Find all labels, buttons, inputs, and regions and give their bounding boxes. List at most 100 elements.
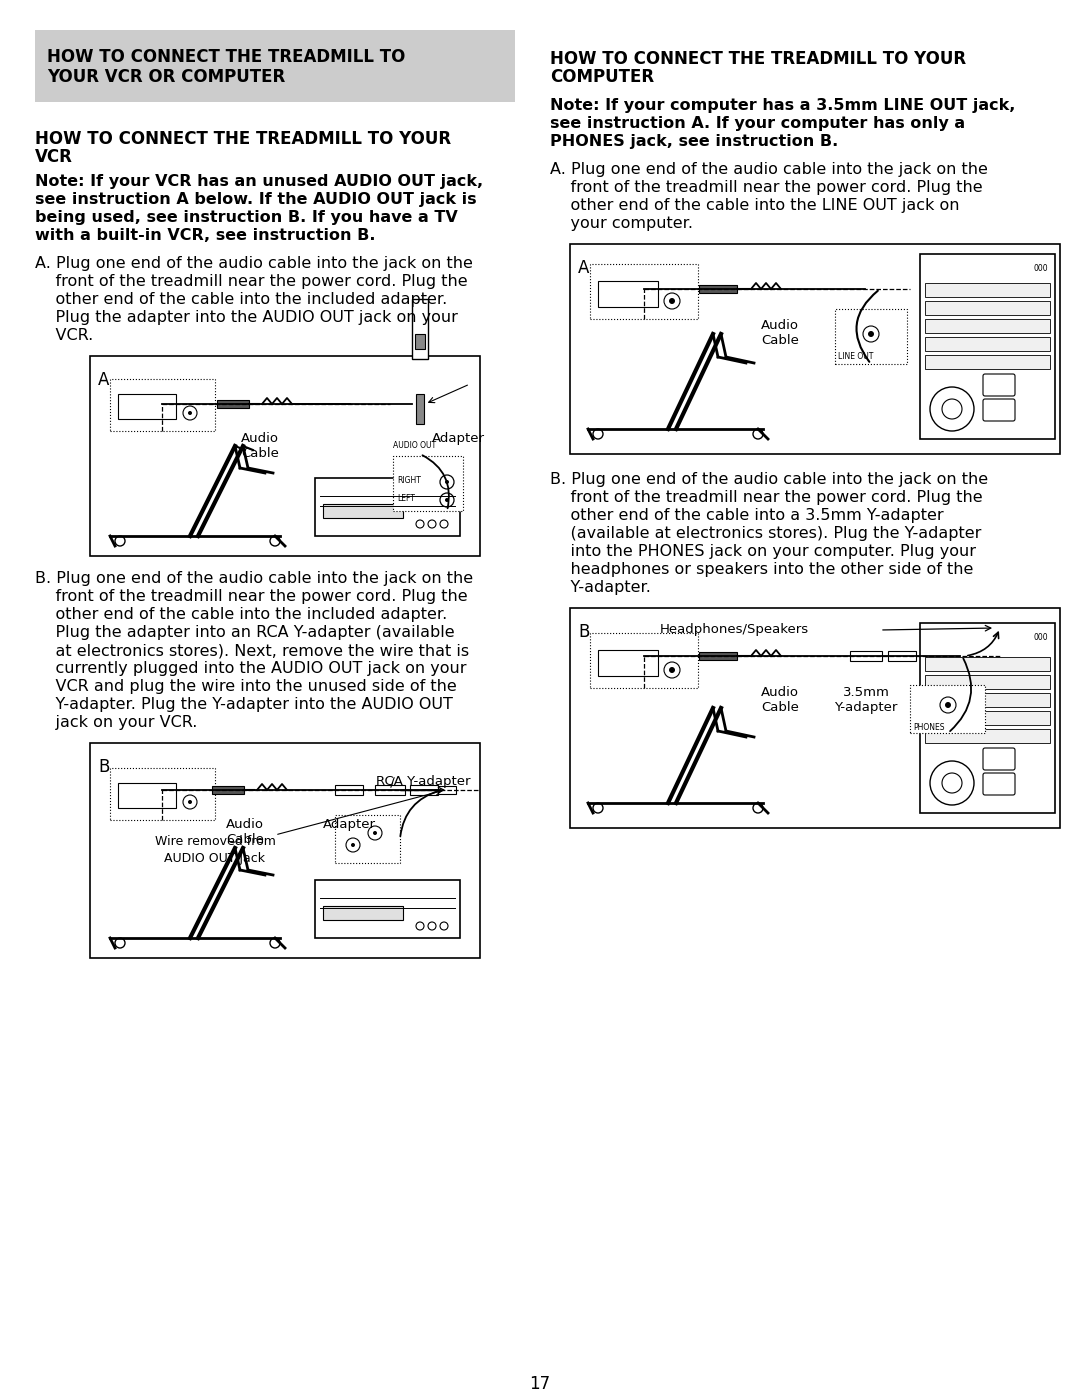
Text: Audio
Cable: Audio Cable — [226, 819, 264, 847]
Text: AUDIO OUT: AUDIO OUT — [393, 441, 436, 450]
Bar — [323, 907, 403, 921]
Text: Note: If your VCR has an unused AUDIO OUT jack,: Note: If your VCR has an unused AUDIO OU… — [35, 175, 483, 189]
Circle shape — [440, 520, 448, 528]
Bar — [924, 284, 1050, 298]
Circle shape — [114, 536, 125, 546]
Text: HOW TO CONNECT THE TREADMILL TO YOUR: HOW TO CONNECT THE TREADMILL TO YOUR — [550, 50, 967, 68]
FancyBboxPatch shape — [983, 400, 1015, 420]
Text: headphones or speakers into the other side of the: headphones or speakers into the other si… — [550, 562, 973, 577]
Text: Audio
Cable: Audio Cable — [761, 686, 799, 714]
Bar — [835, 309, 907, 365]
Text: front of the treadmill near the power cord. Plug the: front of the treadmill near the power co… — [35, 274, 468, 289]
Circle shape — [351, 842, 355, 847]
FancyBboxPatch shape — [983, 773, 1015, 795]
Bar — [323, 504, 403, 518]
Circle shape — [664, 662, 680, 678]
Text: jack on your VCR.: jack on your VCR. — [35, 715, 198, 731]
Text: AUDIO OUT jack: AUDIO OUT jack — [164, 852, 266, 865]
Text: other end of the cable into the included adapter.: other end of the cable into the included… — [35, 608, 447, 622]
Circle shape — [942, 400, 962, 419]
Text: 3.5mm
Y-adapter: 3.5mm Y-adapter — [835, 686, 897, 714]
Circle shape — [445, 481, 449, 483]
Bar — [375, 785, 405, 795]
Text: Y-adapter.: Y-adapter. — [550, 580, 651, 595]
Circle shape — [416, 520, 424, 528]
Text: Adapter: Adapter — [323, 819, 376, 831]
Text: HOW TO CONNECT THE TREADMILL TO YOUR: HOW TO CONNECT THE TREADMILL TO YOUR — [35, 130, 451, 148]
FancyBboxPatch shape — [983, 374, 1015, 395]
Text: Headphones/Speakers: Headphones/Speakers — [660, 623, 809, 636]
Bar — [393, 455, 463, 511]
Bar — [590, 264, 698, 319]
Bar — [924, 319, 1050, 332]
Text: other end of the cable into the included adapter.: other end of the cable into the included… — [35, 292, 447, 307]
Circle shape — [188, 800, 192, 805]
Bar — [335, 785, 363, 795]
Bar — [416, 394, 424, 425]
Circle shape — [940, 697, 956, 712]
Bar — [910, 685, 985, 733]
Bar — [90, 356, 480, 556]
Circle shape — [669, 298, 675, 305]
Text: see instruction A. If your computer has only a: see instruction A. If your computer has … — [550, 116, 966, 131]
Bar — [598, 650, 658, 676]
Bar — [924, 729, 1050, 743]
Text: VCR.: VCR. — [35, 328, 93, 344]
Bar — [920, 254, 1055, 439]
Circle shape — [346, 838, 360, 852]
Text: B. Plug one end of the audio cable into the jack on the: B. Plug one end of the audio cable into … — [35, 571, 473, 585]
Bar — [598, 281, 658, 307]
Circle shape — [270, 536, 280, 546]
Text: PHONES jack, see instruction B.: PHONES jack, see instruction B. — [550, 134, 838, 149]
Text: B. Plug one end of the audio cable into the jack on the: B. Plug one end of the audio cable into … — [550, 472, 988, 488]
Circle shape — [416, 922, 424, 930]
Circle shape — [188, 411, 192, 415]
Text: Y-adapter. Plug the Y-adapter into the AUDIO OUT: Y-adapter. Plug the Y-adapter into the A… — [35, 697, 453, 712]
Circle shape — [440, 475, 454, 489]
Circle shape — [863, 326, 879, 342]
Circle shape — [368, 826, 382, 840]
Bar — [90, 743, 480, 958]
Bar — [110, 379, 215, 432]
Bar — [217, 400, 249, 408]
Text: (available at electronics stores). Plug the Y-adapter: (available at electronics stores). Plug … — [550, 527, 982, 541]
Bar — [570, 244, 1059, 454]
Circle shape — [183, 795, 197, 809]
Circle shape — [183, 407, 197, 420]
Circle shape — [669, 666, 675, 673]
Circle shape — [664, 293, 680, 309]
Text: B: B — [578, 623, 590, 641]
Bar — [924, 337, 1050, 351]
Text: front of the treadmill near the power cord. Plug the: front of the treadmill near the power co… — [35, 590, 468, 604]
Bar — [920, 623, 1055, 813]
Bar — [411, 299, 428, 359]
Text: B: B — [98, 759, 109, 775]
Text: with a built-in VCR, see instruction B.: with a built-in VCR, see instruction B. — [35, 228, 376, 243]
Text: 000: 000 — [1032, 633, 1048, 643]
Bar — [924, 355, 1050, 369]
Text: RCA Y-adapter: RCA Y-adapter — [376, 775, 470, 788]
Text: VCR: VCR — [35, 148, 72, 166]
Text: front of the treadmill near the power cord. Plug the: front of the treadmill near the power co… — [550, 180, 983, 196]
Bar — [212, 787, 244, 793]
Bar — [35, 29, 515, 102]
Text: Note: If your computer has a 3.5mm LINE OUT jack,: Note: If your computer has a 3.5mm LINE … — [550, 98, 1015, 113]
Bar — [924, 711, 1050, 725]
Text: currently plugged into the AUDIO OUT jack on your: currently plugged into the AUDIO OUT jac… — [35, 661, 467, 676]
Text: your computer.: your computer. — [550, 217, 693, 231]
Circle shape — [593, 429, 603, 439]
Bar — [410, 785, 438, 795]
Bar — [118, 394, 176, 419]
Circle shape — [753, 429, 762, 439]
Text: A: A — [578, 258, 590, 277]
Bar — [315, 880, 460, 937]
Bar — [570, 608, 1059, 828]
Circle shape — [440, 922, 448, 930]
Bar — [118, 782, 176, 807]
Text: front of the treadmill near the power cord. Plug the: front of the treadmill near the power co… — [550, 490, 983, 504]
Text: LINE OUT: LINE OUT — [838, 352, 874, 360]
Text: A. Plug one end of the audio cable into the jack on the: A. Plug one end of the audio cable into … — [550, 162, 988, 177]
Bar — [699, 652, 737, 659]
Circle shape — [428, 520, 436, 528]
Bar — [438, 787, 456, 793]
